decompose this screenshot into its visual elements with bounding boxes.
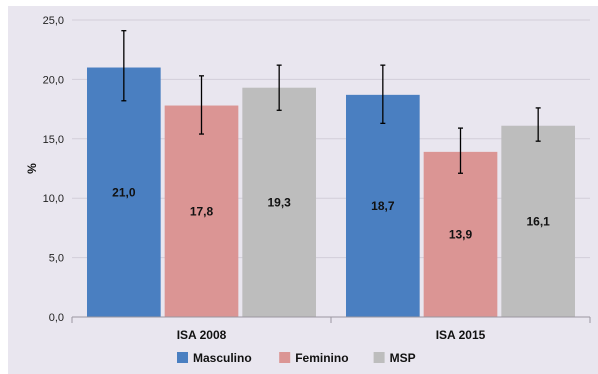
bar-feminino-0 (164, 105, 239, 317)
axes: 0,0 5,0 10,0 15,0 20,0 25,0% ISA 2008 ISA 2015 (25, 15, 591, 342)
bar-masculino-0 (87, 67, 161, 318)
y-tick-label: 15,0 (43, 134, 64, 146)
y-tick-label: 10,0 (43, 193, 64, 205)
value-labels: 21,0 17,8 19,3 18,7 13,9 16,1 (112, 185, 550, 241)
legend-swatch-feminino (279, 352, 291, 363)
value-label: 13,9 (449, 227, 473, 241)
y-tick-label: 5,0 (49, 253, 64, 265)
legend-swatch-masculino (177, 352, 188, 363)
bar-masculino-1 (346, 94, 420, 318)
bar-feminino-1 (423, 151, 498, 317)
bar-msp-1 (501, 125, 575, 318)
legend-label-feminino: Feminino (295, 351, 348, 365)
legend-label-masculino: Masculino (193, 351, 252, 365)
legend-label-msp: MSP (390, 351, 416, 365)
bar-msp-0 (242, 87, 316, 317)
legend-swatch-msp (373, 352, 385, 363)
legend: Masculino Feminino MSP (177, 351, 416, 365)
error-bars (121, 30, 541, 174)
value-label: 19,3 (267, 195, 291, 209)
value-label: 21,0 (112, 185, 136, 199)
y-tick-label: 0,0 (49, 312, 64, 324)
y-tick-label: 20,0 (43, 74, 64, 86)
bars (87, 67, 575, 318)
x-category-label: ISA 2008 (177, 328, 227, 342)
y-tick-label: 25,0 (43, 15, 64, 27)
x-category-label: ISA 2015 (436, 328, 486, 342)
y-axis-label: % (25, 163, 39, 174)
value-label: 17,8 (190, 204, 214, 218)
value-label: 18,7 (371, 199, 395, 213)
value-label: 16,1 (526, 214, 550, 228)
